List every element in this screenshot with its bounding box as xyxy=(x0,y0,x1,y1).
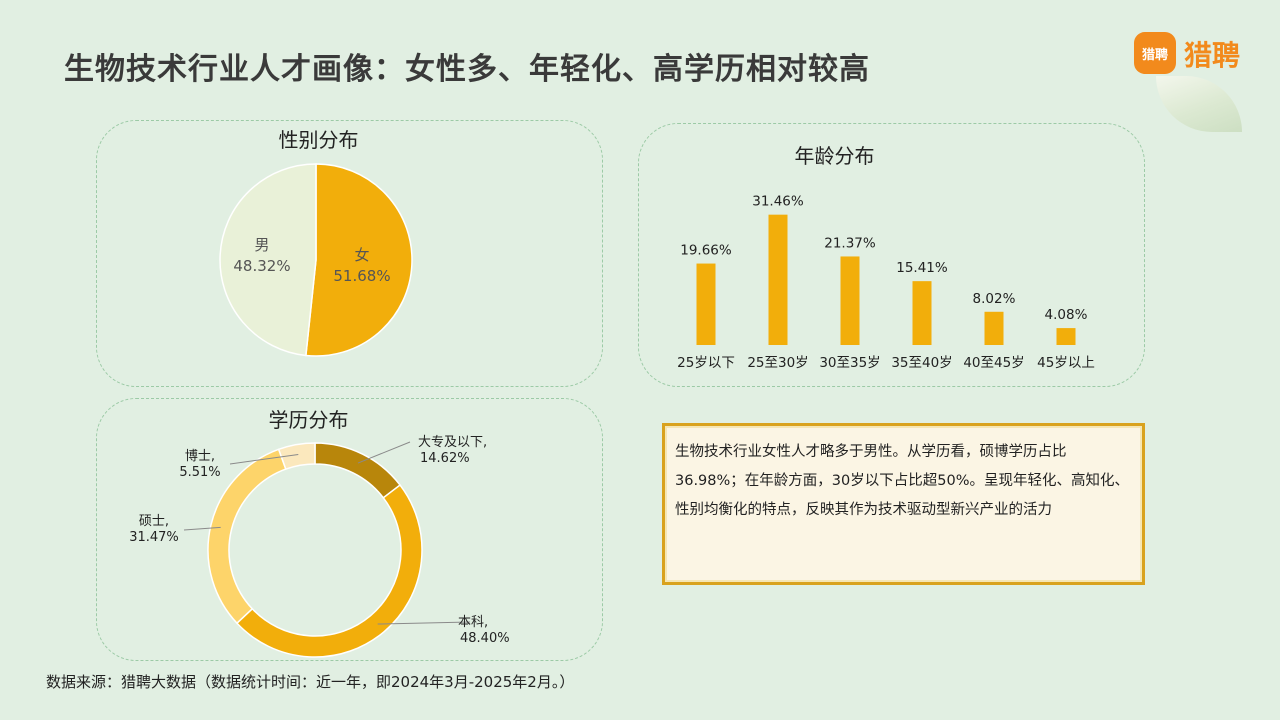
age-bar xyxy=(1056,328,1076,345)
age-category-label: 25至30岁 xyxy=(747,355,808,371)
education-slice-value: 48.40% xyxy=(460,631,510,646)
education-leader-line xyxy=(183,526,221,531)
gender-pie-chart: 女 51.68% 男 48.32% xyxy=(219,163,413,357)
age-bar-chart: 19.66% 25岁以下 31.46% 25至30岁 21.37% 30至35岁 15.41… xyxy=(677,194,1095,371)
age-bar-value-label: 4.08% xyxy=(1045,307,1088,323)
page-title: 生物技术行业人才画像：女性多、年轻化、高学历相对较高 xyxy=(64,52,870,87)
logo-text: 猎聘 xyxy=(1184,39,1241,72)
education-panel xyxy=(96,398,603,661)
logo-badge-icon: 猎聘 xyxy=(1134,32,1176,74)
education-leader-line xyxy=(229,453,299,465)
education-slice-value: 31.47% xyxy=(129,530,179,545)
leaf-decoration xyxy=(1156,76,1242,132)
age-bar xyxy=(912,281,932,345)
education-slice-value: 5.51% xyxy=(179,465,220,480)
age-bar xyxy=(840,256,860,345)
age-bar-value-label: 15.41% xyxy=(896,260,948,276)
age-bar-value-label: 31.46% xyxy=(752,194,804,210)
gender-slice-label: 男 xyxy=(254,236,269,254)
age-bar xyxy=(696,263,716,345)
gender-chart-title: 性别分布 xyxy=(278,128,359,152)
age-category-label: 45岁以上 xyxy=(1037,355,1095,371)
age-category-label: 25岁以下 xyxy=(677,355,735,371)
gender-slice-0 xyxy=(305,163,413,357)
gender-slice-label: 女 xyxy=(354,246,369,264)
age-chart-title: 年龄分布 xyxy=(794,144,875,168)
education-slice-label: 博士, xyxy=(185,449,215,464)
age-category-label: 35至40岁 xyxy=(891,355,952,371)
education-leader-line xyxy=(357,441,411,464)
liepin-logo: 猎聘 猎聘 xyxy=(1134,32,1254,132)
age-bar-value-label: 19.66% xyxy=(680,243,732,259)
education-slice-3 xyxy=(277,442,316,471)
age-bar xyxy=(984,311,1004,345)
age-bar-value-label: 21.37% xyxy=(824,235,876,251)
education-slice-value: 14.62% xyxy=(420,451,470,466)
summary-textbox: 生物技术行业女性人才略多于男性。从学历看，硕博学历占比36.98%；在年龄方面，… xyxy=(662,423,1145,585)
education-donut-chart: 大专及以下,14.62% 本科,48.40% 硕士,31.47% 博士,5.51% xyxy=(129,435,510,658)
age-bar xyxy=(768,214,788,345)
education-slice-1 xyxy=(235,484,423,658)
age-panel xyxy=(638,123,1145,387)
gender-slice-value: 51.68% xyxy=(333,267,390,285)
gender-slice-value: 48.32% xyxy=(233,257,290,275)
age-category-label: 30至35岁 xyxy=(819,355,880,371)
age-bar-value-label: 8.02% xyxy=(973,291,1016,307)
gender-slice-1 xyxy=(219,163,317,357)
age-category-label: 40至45岁 xyxy=(963,355,1024,371)
data-source-note: 数据来源：猎聘大数据（数据统计时间：近一年，即2024年3月-2025年2月。） xyxy=(46,673,575,691)
education-slice-label: 大专及以下, xyxy=(418,435,487,450)
gender-panel xyxy=(96,120,603,387)
education-leader-line xyxy=(377,621,471,625)
education-chart-title: 学历分布 xyxy=(268,408,349,432)
education-slice-label: 本科, xyxy=(458,615,488,630)
education-slice-label: 硕士, xyxy=(139,514,169,529)
